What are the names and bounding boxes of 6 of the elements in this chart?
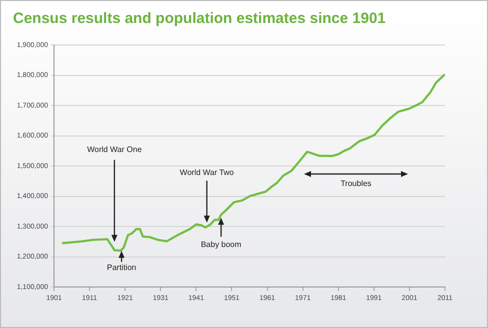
annotation: Baby boom	[200, 240, 242, 249]
annotation: World War One	[87, 145, 142, 154]
annotation: Partition	[106, 263, 136, 272]
annotation: Troubles	[340, 179, 372, 188]
annotation: World War Two	[180, 168, 234, 177]
chart-title: Census results and population estimates since 1901	[13, 10, 386, 27]
